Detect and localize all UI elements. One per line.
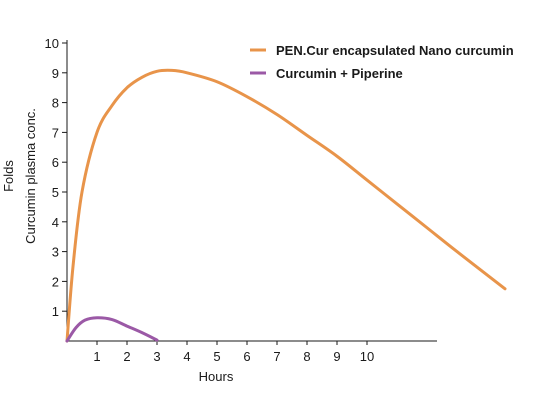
y-tick-label: 1 xyxy=(52,304,59,319)
x-tick-label: 3 xyxy=(153,349,160,364)
y-tick-label: 8 xyxy=(52,96,59,111)
y-tick-label: 2 xyxy=(52,274,59,289)
y-axis-label-line2: Curcumin plasma conc. xyxy=(23,108,38,244)
y-tick-label: 4 xyxy=(52,215,59,230)
y-tick-label: 10 xyxy=(45,36,59,51)
legend-label-nano: PEN.Cur encapsulated Nano curcumin xyxy=(276,43,514,58)
y-tick-label: 3 xyxy=(52,245,59,260)
series-line-nano-curcumin xyxy=(65,68,507,343)
legend-label-piperine: Curcumin + Piperine xyxy=(276,66,403,81)
series-lines xyxy=(65,68,507,343)
x-ticks: 1 2 3 4 5 6 7 8 9 10 xyxy=(93,341,374,364)
y-axis-label-line1: Folds xyxy=(1,160,16,192)
x-tick-label: 10 xyxy=(360,349,374,364)
axes xyxy=(66,40,437,342)
y-ticks: 1 2 3 4 5 6 7 8 9 10 xyxy=(45,36,67,319)
y-tick-label: 6 xyxy=(52,155,59,170)
x-tick-label: 1 xyxy=(93,349,100,364)
x-tick-label: 7 xyxy=(273,349,280,364)
x-tick-label: 2 xyxy=(123,349,130,364)
y-tick-label: 5 xyxy=(52,185,59,200)
x-tick-label: 9 xyxy=(333,349,340,364)
series-line-curcumin-piperine xyxy=(65,316,159,343)
x-tick-label: 4 xyxy=(183,349,190,364)
x-tick-label: 5 xyxy=(213,349,220,364)
x-tick-label: 8 xyxy=(303,349,310,364)
y-tick-label: 9 xyxy=(52,66,59,81)
x-axis-label: Hours xyxy=(199,369,234,384)
legend: PEN.Cur encapsulated Nano curcumin Curcu… xyxy=(250,43,514,81)
x-tick-label: 6 xyxy=(243,349,250,364)
y-tick-label: 7 xyxy=(52,125,59,140)
